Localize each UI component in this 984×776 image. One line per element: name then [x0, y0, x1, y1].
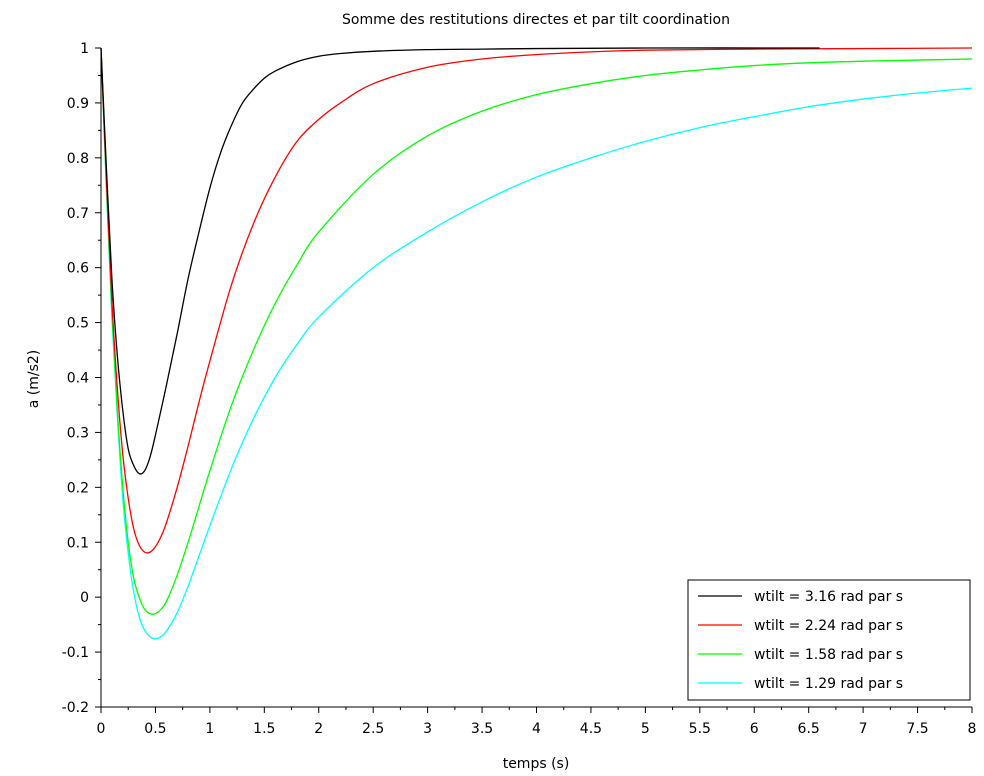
x-tick-label: 3.5 — [471, 721, 493, 737]
x-axis-label: temps (s) — [503, 756, 570, 772]
x-tick-label: 3 — [423, 721, 432, 737]
x-tick-label: 4 — [532, 721, 541, 737]
legend-label: wtilt = 3.16 rad par s — [754, 589, 903, 605]
plot-area — [100, 47, 973, 640]
y-tick-label: 0.6 — [67, 261, 89, 277]
x-tick-label: 5.5 — [689, 721, 711, 737]
x-axis-ticks: 0 0.5 1 1.5 2 2.5 3 3.5 4 4.5 5 5.5 6 6.5 7 7.5 8 — [97, 707, 977, 737]
x-tick-label: 1 — [205, 721, 214, 737]
chart-title: Somme des restitutions directes et par t… — [342, 12, 730, 28]
legend-label: wtilt = 1.58 rad par s — [754, 647, 903, 663]
legend-label: wtilt = 1.29 rad par s — [754, 676, 903, 692]
x-tick-label: 4.5 — [580, 721, 602, 737]
x-tick-label: 7.5 — [906, 721, 928, 737]
x-tick-label: 7 — [859, 721, 868, 737]
x-tick-label: 2 — [314, 721, 323, 737]
legend-box — [687, 579, 971, 701]
y-tick-label: 0.5 — [67, 316, 89, 332]
y-tick-label: 0.2 — [67, 480, 89, 496]
legend: wtilt = 3.16 rad par s wtilt = 2.24 rad p… — [687, 579, 971, 701]
y-axis-label: a (m/s2) — [26, 350, 42, 409]
y-tick-label: 0.4 — [67, 371, 89, 387]
x-tick-label: 0 — [97, 721, 106, 737]
y-tick-label: 0.3 — [67, 425, 89, 441]
series-line-129 — [100, 47, 973, 640]
y-tick-label: 0.1 — [67, 535, 89, 551]
y-tick-label: 0.7 — [67, 206, 89, 222]
x-tick-label: 6 — [750, 721, 759, 737]
x-tick-label: 5 — [641, 721, 650, 737]
y-tick-label: -0.2 — [62, 700, 89, 716]
y-tick-label: 0 — [80, 590, 89, 606]
y-tick-label: 0.8 — [67, 151, 89, 167]
series-line-158 — [100, 47, 973, 615]
legend-label: wtilt = 2.24 rad par s — [754, 618, 903, 634]
y-tick-label: 0.9 — [67, 96, 89, 112]
x-tick-label: 1.5 — [253, 721, 275, 737]
y-axis-ticks: -0.2 -0.1 0 0.1 0.2 0.3 0.4 0.5 0.6 0.7 0.8 0.9 1 — [62, 41, 101, 716]
y-tick-label: 1 — [80, 41, 89, 57]
x-tick-label: 2.5 — [362, 721, 384, 737]
y-tick-label: -0.1 — [62, 645, 89, 661]
series-line-224 — [100, 47, 973, 554]
x-tick-label: 6.5 — [798, 721, 820, 737]
series-line-316 — [100, 47, 820, 475]
x-tick-label: 0.5 — [144, 721, 166, 737]
x-tick-label: 8 — [968, 721, 977, 737]
